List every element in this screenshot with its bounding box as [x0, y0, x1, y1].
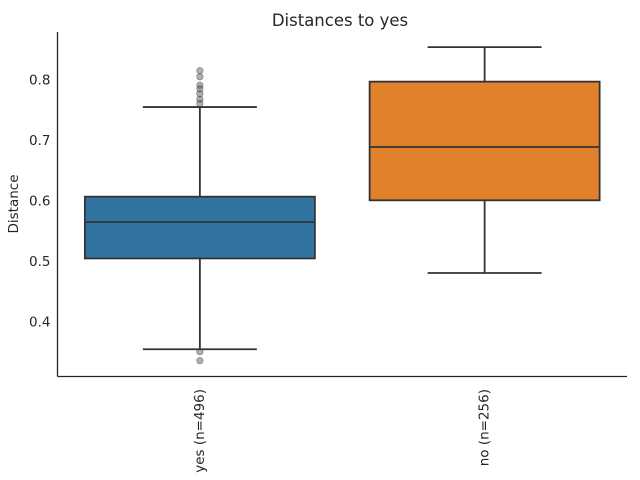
box-0: [83, 195, 316, 260]
outlier-point: [196, 90, 204, 98]
y-tick-label: 0.4: [29, 315, 50, 331]
plot-area: 0.4 0.5 0.6 0.7 0.8 yes (n=496) no (n=256): [29, 32, 627, 473]
x-category-label: yes (n=496): [192, 389, 208, 473]
y-tick-label: 0.6: [29, 194, 50, 210]
outlier-point: [196, 73, 204, 81]
y-tick-label: 0.8: [29, 72, 50, 88]
outlier-point: [196, 85, 204, 93]
y-tick-label: 0.7: [29, 133, 50, 149]
outlier-point: [196, 67, 204, 75]
x-category-label: no (n=256): [477, 389, 493, 466]
outlier-point: [196, 81, 204, 89]
y-axis-label: Distance: [6, 174, 22, 233]
chart-title: Distances to yes: [272, 11, 408, 30]
outlier-point: [196, 348, 204, 356]
outlier-point: [196, 99, 204, 108]
y-tick-label: 0.5: [29, 254, 50, 270]
box-1: [368, 80, 601, 202]
outlier-point: [196, 357, 204, 365]
